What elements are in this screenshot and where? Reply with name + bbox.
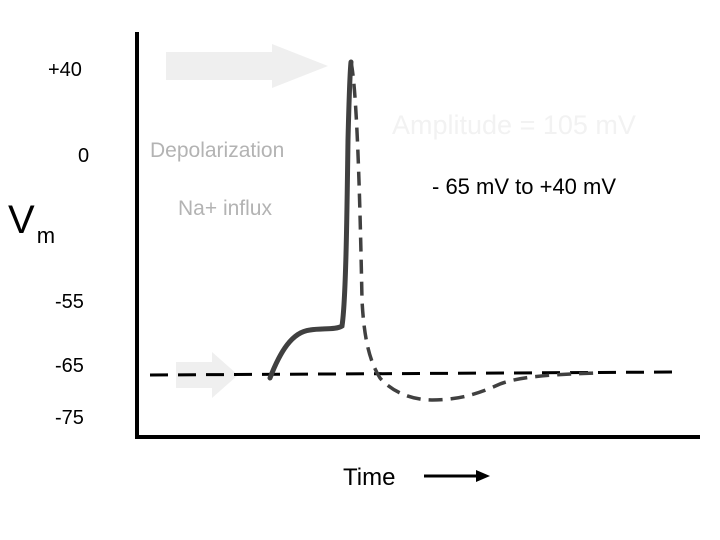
tick-label-minus55: -55	[55, 291, 84, 313]
peak-pointer-arrow	[166, 44, 328, 88]
y-axis-title-subscript: m	[36, 223, 56, 248]
rising-phase-trace	[267, 59, 354, 381]
depolarization-label: Depolarization	[150, 139, 285, 162]
tick-label-0: 0	[78, 145, 90, 167]
amplitude-label: Amplitude = 105 mV	[392, 110, 636, 140]
tick-label-minus75: -75	[55, 407, 84, 429]
voltage-range-label: - 65 mV to +40 mV	[432, 174, 617, 199]
falling-phase-trace	[349, 61, 601, 402]
y-axis-title-main: V	[8, 198, 35, 242]
x-axis-title: Time	[343, 464, 396, 491]
time-arrow-head	[476, 470, 490, 482]
tick-label-plus40: +40	[48, 59, 82, 81]
resting-baseline	[149, 370, 681, 377]
tick-label-minus65: -65	[55, 355, 84, 377]
y-axis-title: Vm	[8, 200, 55, 247]
na-influx-label: Na+ influx	[178, 197, 272, 220]
